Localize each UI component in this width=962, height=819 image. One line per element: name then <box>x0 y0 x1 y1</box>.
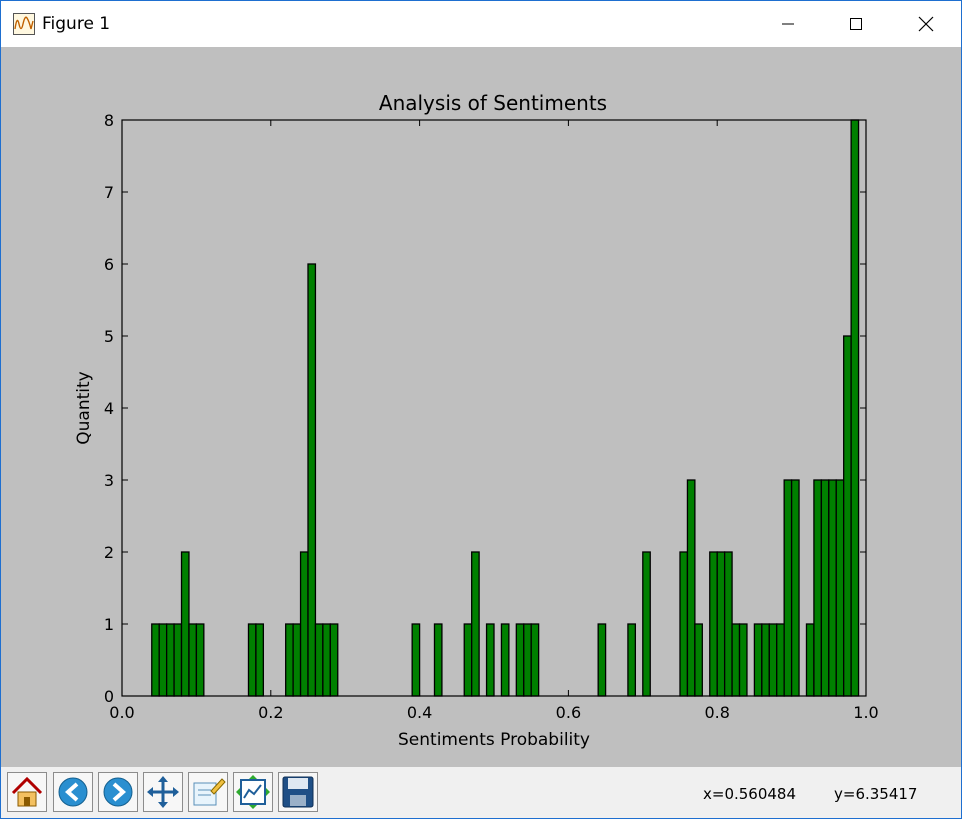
histogram-bar <box>679 551 689 697</box>
pan-icon <box>147 776 179 808</box>
x-axis-label: Sentiments Probability <box>398 730 590 750</box>
histogram-bar <box>723 551 733 697</box>
save-button[interactable] <box>278 772 318 812</box>
histogram-bar <box>515 623 525 697</box>
y-tick-label: 3 <box>104 471 114 490</box>
histogram-bar <box>314 623 324 697</box>
histogram-chart: Analysis of Sentiments 0.0 0.2 0.4 0.6 0.8 1.… <box>74 91 879 750</box>
y-tick-label: 4 <box>104 399 114 418</box>
pan-button[interactable] <box>143 772 183 812</box>
histogram-bar <box>411 623 421 697</box>
histogram-bar <box>485 623 495 697</box>
minimize-button[interactable] <box>765 1 811 47</box>
close-icon <box>918 16 934 32</box>
navigation-toolbar: x=0.560484 y=6.35417 <box>1 767 961 818</box>
histogram-bar <box>776 623 785 697</box>
figure-app-icon <box>13 13 35 35</box>
x-tick-label: 0.8 <box>704 703 729 722</box>
histogram-bar <box>173 623 183 697</box>
histogram-bar <box>158 623 168 697</box>
histogram-bar <box>783 479 793 697</box>
configure-subplots-button[interactable] <box>233 772 273 812</box>
configure-subplots-icon <box>236 775 270 809</box>
minimize-icon <box>782 23 794 25</box>
x-coordinate-readout: x=0.560484 <box>703 785 797 803</box>
y-tick-label: 6 <box>104 255 114 274</box>
histogram-bar <box>433 623 443 697</box>
zoom-icon <box>193 778 226 806</box>
histogram-bar <box>686 479 696 697</box>
title-bar[interactable]: Figure 1 <box>1 1 961 47</box>
histogram-bar <box>523 623 532 697</box>
histogram-bar <box>790 479 800 697</box>
y-axis-label: Quantity <box>74 371 94 444</box>
figure-canvas[interactable]: Analysis of Sentiments 0.0 0.2 0.4 0.6 0.8 1.… <box>1 47 961 767</box>
forward-button[interactable] <box>98 772 138 812</box>
histogram-bar <box>835 479 845 697</box>
histogram-bar <box>299 551 309 697</box>
histogram-bar <box>753 623 763 697</box>
maximize-icon <box>850 18 862 30</box>
histogram-bar <box>292 623 302 697</box>
histogram-bar <box>761 623 770 697</box>
y-tick-label: 5 <box>104 327 114 346</box>
histogram-bar <box>255 623 265 697</box>
histogram-bar <box>642 551 651 697</box>
y-tick-label: 7 <box>104 183 114 202</box>
close-button[interactable] <box>903 1 949 47</box>
histogram-bar <box>180 551 190 697</box>
maximize-button[interactable] <box>833 1 879 47</box>
histogram-bar <box>463 623 473 697</box>
x-tick-label: 0.0 <box>109 703 134 722</box>
histogram-bar <box>151 623 160 697</box>
histogram-bar <box>285 623 294 697</box>
histogram-bar <box>597 623 607 697</box>
home-button[interactable] <box>7 772 47 812</box>
histogram-bar <box>716 551 726 697</box>
chart-title: Analysis of Sentiments <box>379 91 607 115</box>
plot-frame <box>121 119 867 697</box>
x-tick-label: 0.2 <box>258 703 283 722</box>
histogram-bar <box>329 623 339 697</box>
histogram-bar <box>307 263 317 697</box>
histogram-bar <box>813 479 823 697</box>
histogram-bar <box>805 623 815 697</box>
histogram-bar <box>738 623 748 697</box>
histogram-bar <box>627 623 637 697</box>
histogram-bar <box>188 623 198 697</box>
bars-layer <box>151 119 860 697</box>
histogram-bar <box>195 623 205 697</box>
histogram-bar <box>247 623 257 697</box>
histogram-bar <box>165 623 175 697</box>
histogram-bar <box>828 479 837 697</box>
histogram-bar <box>820 479 830 697</box>
ticks-layer: 0.0 0.2 0.4 0.6 0.8 1.0 0 1 2 3 4 5 6 7 8 <box>104 111 879 722</box>
save-icon <box>282 776 314 808</box>
histogram-bar <box>843 335 852 697</box>
back-button[interactable] <box>53 772 93 812</box>
home-icon <box>11 776 43 807</box>
y-coordinate-readout: y=6.35417 <box>834 785 918 803</box>
back-icon <box>58 777 88 807</box>
histogram-bar <box>768 623 778 697</box>
y-tick-label: 1 <box>104 615 114 634</box>
histogram-bar <box>694 623 703 697</box>
histogram-bar <box>530 623 540 697</box>
x-tick-label: 0.6 <box>556 703 581 722</box>
y-tick-label: 2 <box>104 543 114 562</box>
histogram-bar <box>709 551 718 697</box>
histogram-bar <box>850 119 860 697</box>
histogram-bar <box>322 623 331 697</box>
y-tick-label: 0 <box>104 687 114 706</box>
histogram-bar <box>500 623 510 697</box>
window-title: Figure 1 <box>42 14 111 34</box>
histogram-bar <box>731 623 741 697</box>
y-tick-label: 8 <box>104 111 114 130</box>
x-tick-label: 0.4 <box>407 703 432 722</box>
forward-icon <box>103 777 133 807</box>
zoom-button[interactable] <box>188 772 228 812</box>
histogram-bar <box>471 551 480 697</box>
x-tick-label: 1.0 <box>853 703 878 722</box>
